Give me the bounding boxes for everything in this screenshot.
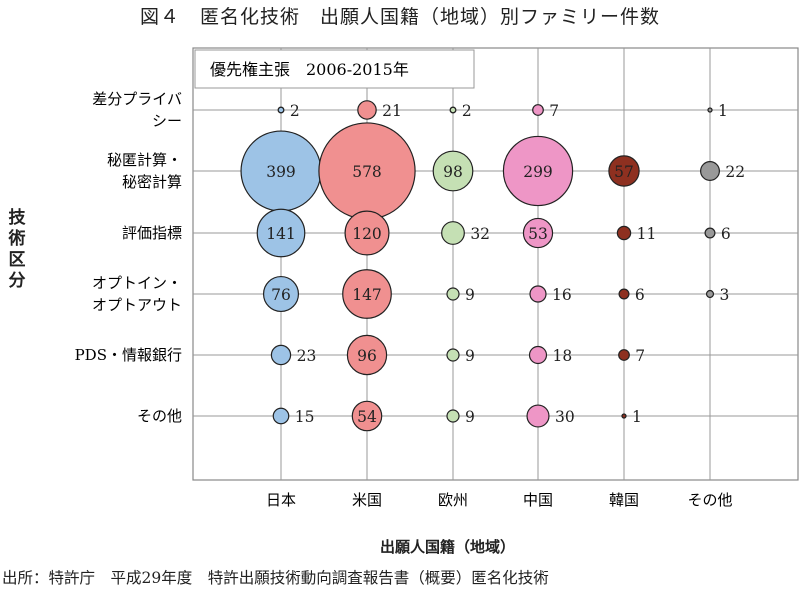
data-label: 2 <box>462 102 472 120</box>
bubble <box>700 161 720 181</box>
data-label: 9 <box>465 408 475 426</box>
bubble <box>446 348 460 362</box>
data-label: 578 <box>352 163 382 181</box>
bubble <box>528 345 548 365</box>
y-tick-label: PDS・情報銀行 <box>75 346 182 364</box>
y-tick-label: 評価指標 <box>122 224 182 242</box>
data-label: 57 <box>614 163 634 181</box>
y-axis-title: 技術区分 <box>8 208 26 291</box>
plot-frame <box>192 47 799 481</box>
bubble <box>270 344 292 366</box>
annotation-text: 優先権主張 2006-2015年 <box>210 60 409 79</box>
data-label: 9 <box>465 347 475 365</box>
bubble <box>704 227 716 239</box>
data-label: 18 <box>552 347 572 365</box>
x-tick-label: 欧州 <box>438 491 468 509</box>
data-label: 21 <box>382 102 402 120</box>
bubble <box>446 287 460 301</box>
bubble <box>357 100 377 120</box>
data-label: 32 <box>470 225 490 243</box>
data-label: 147 <box>352 286 382 304</box>
bubble <box>532 104 544 116</box>
bubble <box>342 269 392 319</box>
bubble <box>522 217 554 249</box>
bubble <box>346 334 388 376</box>
data-label: 22 <box>725 163 745 181</box>
y-tick-label: その他 <box>137 407 182 425</box>
x-tick-label: その他 <box>687 491 732 509</box>
bubble <box>262 275 300 313</box>
source-note: 出所：特許庁 平成29年度 特許出願技術動向調査報告書（概要）匿名化技術 <box>2 569 549 587</box>
data-label: 2 <box>290 102 300 120</box>
data-label: 7 <box>635 347 645 365</box>
data-label: 7 <box>549 102 559 120</box>
y-tick-label: オプトイン・ <box>92 274 182 292</box>
bubble <box>446 409 460 423</box>
bubble <box>256 208 306 258</box>
bubble <box>277 106 285 114</box>
data-label: 141 <box>266 225 296 243</box>
bubble <box>441 221 465 245</box>
x-tick-label: 米国 <box>352 491 382 509</box>
data-label: 1 <box>632 408 642 426</box>
bubble <box>529 285 547 303</box>
data-label: 15 <box>295 408 315 426</box>
data-label: 6 <box>635 286 645 304</box>
bubble <box>616 225 632 241</box>
data-label: 23 <box>297 347 317 365</box>
bubble <box>608 155 640 187</box>
data-label: 3 <box>719 286 729 304</box>
bubble <box>526 404 550 428</box>
bubble <box>344 210 390 256</box>
bubble <box>621 413 627 419</box>
y-tick-label: 差分プライバ <box>92 90 182 108</box>
y-tick-label: シー <box>152 112 182 130</box>
data-label: 53 <box>528 225 548 243</box>
annotation-box <box>194 49 475 89</box>
data-label: 299 <box>523 163 553 181</box>
data-label: 76 <box>271 286 291 304</box>
data-label: 1 <box>718 102 728 120</box>
data-label: 9 <box>465 286 475 304</box>
data-label: 399 <box>266 163 296 181</box>
y-tick-label: 秘匿計算・ <box>107 151 182 169</box>
bubble <box>432 150 474 192</box>
x-tick-label: 韓国 <box>609 491 639 509</box>
bubble <box>351 400 383 432</box>
bubble <box>705 289 715 299</box>
bubble <box>618 288 630 300</box>
x-tick-label: 日本 <box>266 491 296 509</box>
data-label: 11 <box>637 225 657 243</box>
data-label: 98 <box>443 163 463 181</box>
bubble <box>502 135 574 207</box>
data-label: 16 <box>552 286 572 304</box>
x-axis-title: 出願人国籍（地域） <box>380 538 516 556</box>
data-label: 120 <box>352 225 382 243</box>
bubble <box>618 349 630 361</box>
data-label: 54 <box>357 408 377 426</box>
chart-title: 図４ 匿名化技術 出願人国籍（地域）別ファミリー件数 <box>139 6 660 28</box>
bubble <box>449 106 457 114</box>
bubble <box>272 407 290 425</box>
x-tick-label: 中国 <box>523 491 553 509</box>
data-label: 6 <box>721 225 731 243</box>
data-label: 96 <box>357 347 377 365</box>
y-tick-label: オプトアウト <box>92 296 182 314</box>
y-tick-label: 秘密計算 <box>122 173 182 191</box>
data-label: 30 <box>555 408 575 426</box>
bubble <box>707 107 713 113</box>
